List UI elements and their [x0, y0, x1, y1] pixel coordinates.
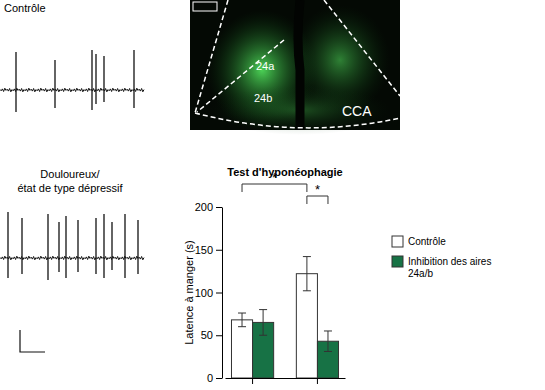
y-tick-mark: [216, 293, 222, 294]
image-outline: [324, 0, 400, 96]
error-bar: [303, 257, 311, 291]
y-tick-label: 50: [201, 329, 213, 341]
y-tick-mark: [216, 207, 222, 208]
trace-label: Contrôle: [4, 2, 46, 14]
scale-bar: [20, 330, 45, 352]
trace-label: Douloureux/: [40, 168, 100, 180]
y-tick-label: 100: [195, 287, 213, 299]
error-bar-cap: [259, 309, 267, 310]
trace-control-spike: [91, 50, 92, 110]
significance-label: *: [315, 182, 320, 197]
x-tick-mark: [317, 378, 318, 384]
trace-control-spike: [15, 52, 16, 112]
significance-label: *: [272, 170, 277, 185]
error-bar-cap: [238, 313, 246, 314]
y-tick: 0: [207, 372, 222, 384]
image-label: 24b: [254, 92, 272, 104]
error-bar-stem: [327, 331, 328, 352]
legend-item: Contrôle: [392, 236, 446, 247]
image-midline: [298, 0, 300, 130]
error-bar-cap: [324, 330, 332, 331]
legend-swatch: [392, 256, 403, 267]
error-bar-stem: [263, 310, 264, 336]
y-tick-mark: [216, 250, 222, 251]
y-tick-mark: [216, 378, 222, 379]
y-tick: 150: [195, 244, 222, 256]
image-panel: 24a 24b CCA: [190, 0, 400, 135]
legend: Contrôle Inhibition des aires24a/b: [392, 236, 491, 279]
x-tick: [252, 378, 253, 384]
trace-control-spike: [95, 54, 96, 104]
significance-bracket: [307, 196, 328, 204]
error-bar-stem: [242, 313, 243, 327]
trace-pain-spike: [95, 218, 96, 274]
y-tick-mark: [216, 335, 222, 336]
trace-pain-spike: [65, 216, 66, 278]
trace-pain-spike: [103, 214, 104, 278]
trace-pain-spike: [58, 222, 59, 272]
y-tick-label: 150: [195, 244, 213, 256]
legend-swatch: [392, 236, 403, 247]
figure: Contrôle Douloureux/état de type dépressi…: [0, 0, 545, 390]
trace-label: état de type dépressif: [17, 182, 123, 194]
legend-label: Inhibition des aires24a/b: [408, 256, 491, 279]
error-bar: [238, 313, 246, 327]
image-label: CCA: [342, 103, 372, 119]
trace-pain-spike: [7, 212, 8, 278]
chart-title: Test d'hyponéophagie: [227, 166, 342, 178]
legend-item: Inhibition des aires24a/b: [392, 256, 491, 279]
trace-pain-spike: [77, 220, 78, 272]
trace-control-spike: [54, 60, 55, 108]
y-tick-label: 200: [195, 201, 213, 213]
y-tick: 100: [195, 287, 222, 299]
error-bar-cap: [259, 335, 267, 336]
y-axis-title: Latence à manger (s): [183, 240, 195, 345]
plot-area: [231, 257, 338, 378]
trace-pain-spike: [47, 214, 48, 280]
x-axis: [226, 378, 346, 384]
x-tick-mark: [252, 378, 253, 384]
y-tick-label: 0: [207, 372, 213, 384]
x-axis-line: [226, 378, 346, 379]
image-scale-box: [193, 2, 217, 11]
error-bar-cap: [238, 326, 246, 327]
error-bar-cap: [303, 290, 311, 291]
y-axis-line: [222, 208, 223, 379]
trace-pain-spike: [111, 222, 112, 270]
y-tick: 200: [195, 201, 222, 213]
x-tick: [317, 378, 318, 384]
image-outline: [197, 40, 284, 112]
trace-control: [0, 88, 144, 92]
trace-pain-spike: [137, 220, 138, 274]
annotations: **: [242, 170, 328, 204]
image-outline: [195, 0, 228, 113]
legend-label: Contrôle: [408, 236, 446, 247]
error-bar-cap: [324, 351, 332, 352]
trace-pain-spike: [124, 214, 125, 278]
error-bar-stem: [306, 257, 307, 291]
trace-control-spike: [103, 56, 104, 102]
trace-control-spike: [133, 50, 134, 108]
error-bar-cap: [303, 256, 311, 257]
trace-pain-spike: [21, 218, 22, 274]
error-bar: [259, 310, 267, 336]
error-bar: [324, 331, 332, 352]
y-axis: 0 50 100 150 200: [195, 201, 223, 384]
y-tick: 50: [201, 329, 222, 341]
bar: [231, 320, 252, 378]
image-label: 24a: [256, 60, 275, 72]
traces-panel: Contrôle Douloureux/état de type dépressi…: [0, 2, 144, 352]
significance-bracket: [242, 184, 307, 192]
